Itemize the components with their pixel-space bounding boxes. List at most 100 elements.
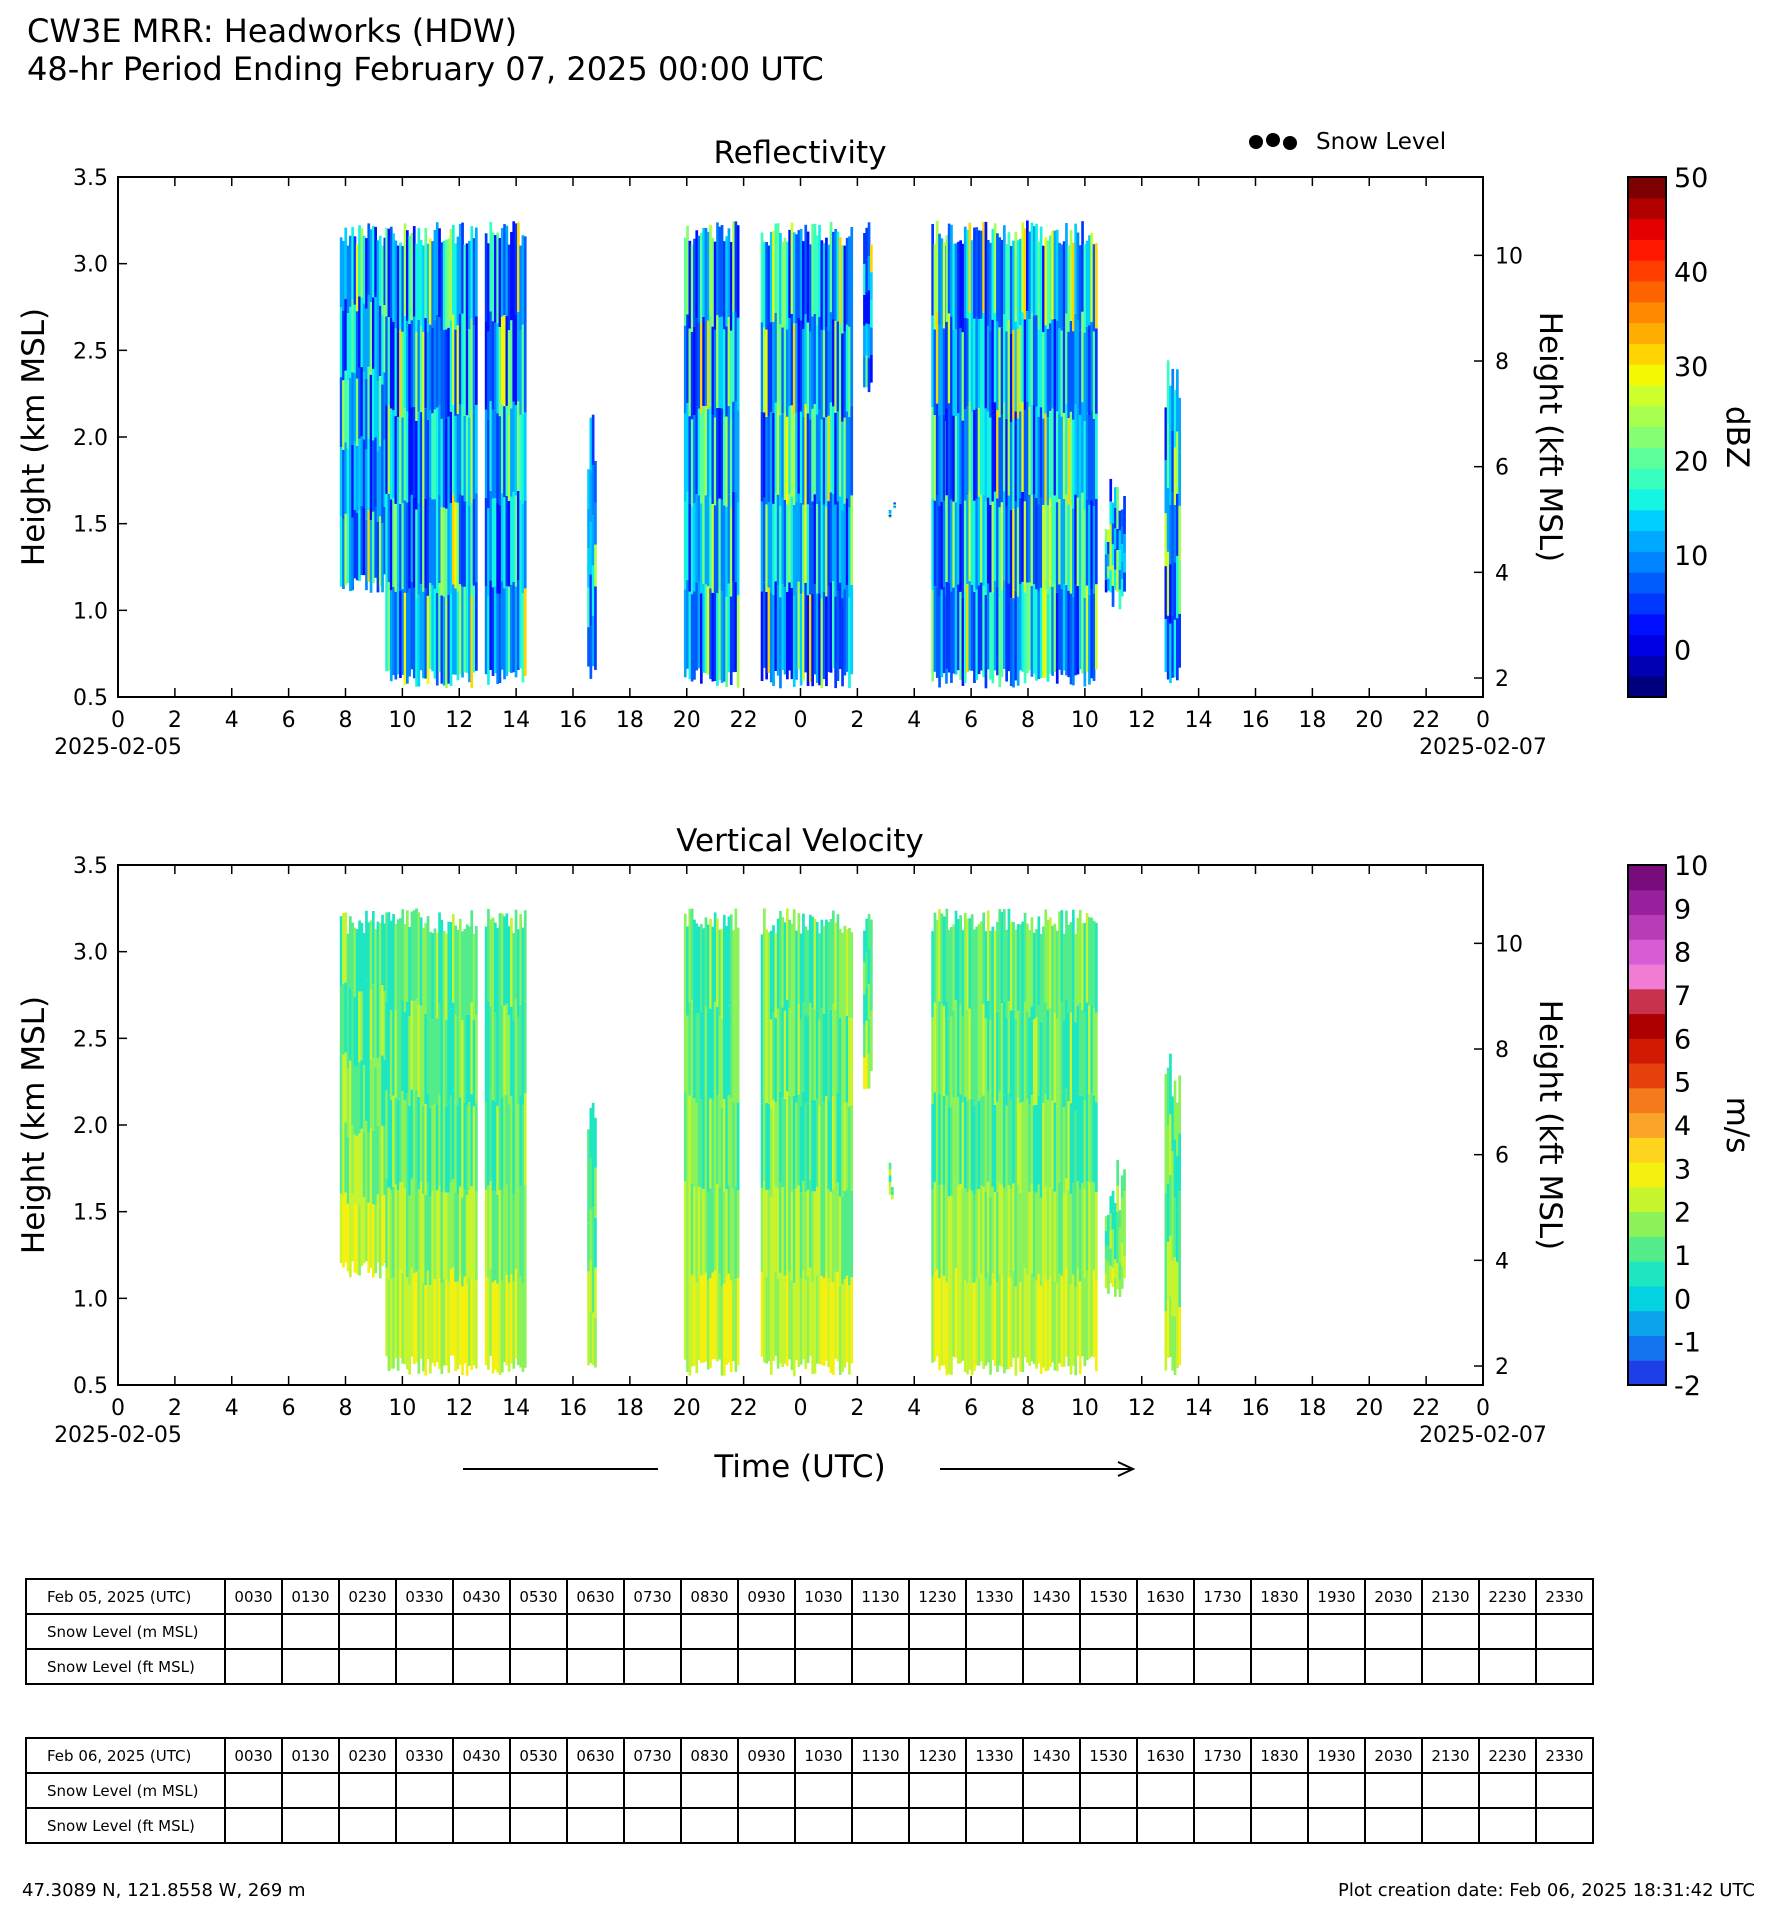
data-cell: [431, 499, 434, 586]
data-cell: [589, 470, 593, 523]
arrow-right-icon: [1117, 1461, 1136, 1477]
data-cell: [1085, 1181, 1089, 1271]
data-cell: [365, 1121, 368, 1192]
data-cell: [729, 419, 733, 508]
data-cell: [697, 1013, 701, 1100]
data-cell: [517, 1016, 520, 1104]
data-cell: [387, 405, 391, 494]
data-cell: [952, 1270, 956, 1357]
data-cell: [346, 1068, 350, 1137]
data-cell: [769, 322, 773, 413]
data-cell: [947, 403, 951, 493]
data-cell: [1076, 232, 1080, 321]
data-cell: [711, 504, 715, 593]
data-cell: [456, 1017, 460, 1106]
data-cell: [841, 1196, 844, 1285]
data-cell: [931, 931, 934, 1018]
data-cell: [517, 580, 520, 670]
data-cell: [435, 407, 439, 501]
data-cell: [818, 501, 821, 594]
data-cell: [693, 919, 696, 1009]
data-cell: [408, 1285, 411, 1375]
data-cell: [1088, 594, 1091, 685]
data-cell: [700, 593, 703, 684]
data-cell: [776, 918, 780, 1009]
data-cell: [690, 1091, 694, 1184]
data-cell: [989, 592, 992, 680]
data-cell: [700, 924, 703, 1012]
data-cell: [1169, 1175, 1172, 1236]
data-cell: [394, 328, 398, 417]
x-tick-label: 0: [794, 1396, 808, 1421]
y-axis-label: Height (km MSL): [16, 308, 52, 566]
data-cell: [706, 586, 710, 675]
x-tick-label: 4: [225, 708, 239, 733]
data-cell: [767, 416, 771, 502]
data-cell: [963, 1004, 967, 1097]
colorbar-swatch: [1628, 509, 1666, 532]
x-tick-label: 16: [1242, 1396, 1270, 1421]
data-cell: [498, 1097, 502, 1191]
data-cell: [950, 499, 953, 592]
data-cell: [1053, 1281, 1057, 1371]
data-cell: [963, 591, 967, 684]
data-cell: [1111, 1248, 1115, 1268]
x-tick-label: 10: [388, 1396, 416, 1421]
data-cell: [1046, 417, 1050, 506]
data-cell: [811, 916, 814, 1009]
data-cell: [445, 598, 448, 688]
data-cell: [942, 242, 946, 329]
data-cell: [870, 949, 873, 981]
data-cell: [683, 501, 687, 590]
data-cell: [827, 501, 831, 587]
data-cell: [704, 406, 708, 496]
data-cell: [1039, 497, 1043, 588]
data-cell: [349, 448, 352, 520]
data-cell: [711, 592, 715, 682]
data-cell: [765, 504, 768, 592]
data-cell: [1090, 500, 1094, 590]
data-cell: [1035, 1104, 1038, 1193]
data-cell: [973, 1017, 976, 1107]
data-cell: [1092, 920, 1096, 1009]
data-cell: [399, 1006, 402, 1095]
data-cell: [365, 238, 368, 309]
data-cell: [447, 238, 451, 328]
data-cell: [760, 232, 764, 323]
data-cell: [412, 316, 416, 407]
data-cell: [959, 1004, 962, 1095]
data-cell: [975, 498, 979, 590]
data-cell: [406, 320, 409, 412]
data-cell: [1107, 1214, 1110, 1231]
data-cell: [472, 1279, 476, 1366]
data-cell: [470, 1094, 474, 1187]
data-cell: [458, 404, 462, 495]
data-cell: [693, 591, 696, 680]
data-cell: [465, 1195, 469, 1286]
data-cell: [1118, 530, 1122, 551]
data-cell: [845, 1015, 849, 1103]
data-cell: [982, 1003, 985, 1096]
data-cell: [1092, 244, 1096, 332]
data-cell: [435, 1104, 439, 1191]
data-cell: [383, 507, 387, 575]
data-cell: [989, 504, 992, 593]
data-cell: [686, 926, 689, 1016]
data-cell: [435, 1018, 439, 1105]
data-cell: [369, 920, 373, 990]
data-cell: [1003, 1187, 1006, 1281]
data-cell: [1088, 1093, 1091, 1183]
data-cell: [841, 1284, 844, 1373]
data-cell: [1037, 504, 1041, 592]
data-cell: [369, 1059, 373, 1129]
data-cell: [720, 225, 724, 317]
data-cell: [1044, 589, 1048, 678]
data-cell: [991, 1186, 995, 1274]
data-cell: [1062, 1280, 1066, 1367]
data-cell: [521, 927, 525, 1017]
data-cell: [372, 1204, 375, 1278]
data-cell: [1166, 551, 1170, 616]
colorbar-swatch: [1628, 865, 1666, 891]
data-cell: [836, 1003, 840, 1093]
colorbar-frame: [1627, 864, 1667, 1386]
